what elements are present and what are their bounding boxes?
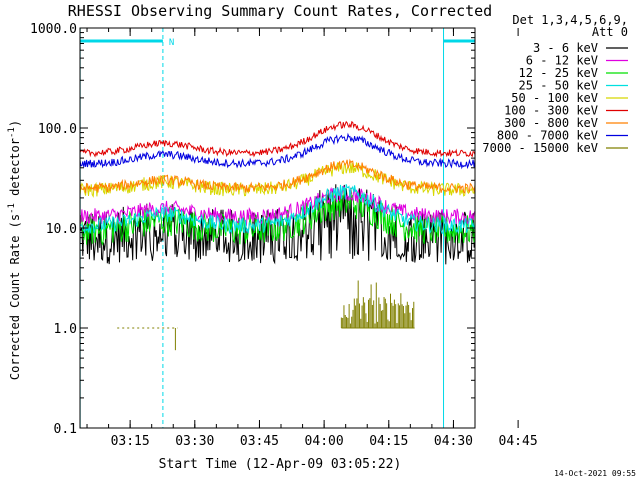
timestamp: 14-Oct-2021 09:55	[554, 469, 636, 478]
y-axis-label-mid: detector	[8, 138, 22, 203]
legend-label: 7000 - 15000 keV	[482, 141, 598, 155]
y-axis-label-suffix: )	[8, 120, 22, 127]
x-tick-label: 04:30	[434, 434, 473, 449]
legend-label: 12 - 25 keV	[519, 66, 598, 80]
series-line	[79, 120, 476, 158]
y-axis-label: Corrected Count Rate (s-1 detector-1)	[7, 120, 22, 380]
series-line	[79, 184, 476, 265]
legend-label: 25 - 50 keV	[519, 79, 598, 93]
x-tick-label: 03:30	[175, 434, 214, 449]
y-axis-label-sup2: -1	[7, 127, 17, 138]
legend-label: 800 - 7000 keV	[497, 129, 598, 143]
y-axis-label-prefix: Corrected Count Rate (s	[8, 214, 22, 380]
legend-label: 300 - 800 keV	[504, 116, 598, 130]
series-line	[79, 161, 476, 198]
y-tick-label: 1.0	[54, 322, 77, 337]
x-tick-label: 03:15	[111, 434, 150, 449]
y-tick-label: 0.1	[54, 422, 77, 437]
x-tick-label: 04:45	[499, 434, 538, 449]
y-tick-label: 10.0	[46, 222, 77, 237]
legend-header-line2: Att 0	[592, 25, 628, 39]
legend-label: 3 - 6 keV	[533, 41, 598, 55]
series-line	[79, 158, 476, 194]
legend-label: 6 - 12 keV	[526, 54, 598, 68]
legend-label: 100 - 300 keV	[504, 104, 598, 118]
axes: 1000.0 100.0 10.0 1.0 0.1 03:15 03:30 03:45 04:0…	[30, 22, 538, 449]
y-tick-label: 100.0	[38, 122, 77, 137]
chart-title: RHESSI Observing Summary Count Rates, Co…	[68, 2, 492, 20]
y-tick-label: 1000.0	[30, 22, 77, 37]
legend-label: 50 - 100 keV	[511, 91, 598, 105]
x-tick-label: 04:15	[369, 434, 408, 449]
series-line	[79, 132, 476, 170]
y-axis-label-sup1: -1	[7, 203, 17, 214]
x-tick-label: 03:45	[240, 434, 279, 449]
x-tick-label: 04:00	[305, 434, 344, 449]
series-line	[79, 188, 476, 247]
series-line	[79, 184, 476, 235]
plot-area: N	[79, 28, 476, 428]
night-flag-label: N	[169, 38, 174, 48]
x-axis-label: Start Time (12-Apr-09 03:05:22)	[159, 457, 402, 472]
legend-header-line1: Det 1,3,4,5,6,9,	[512, 13, 628, 27]
